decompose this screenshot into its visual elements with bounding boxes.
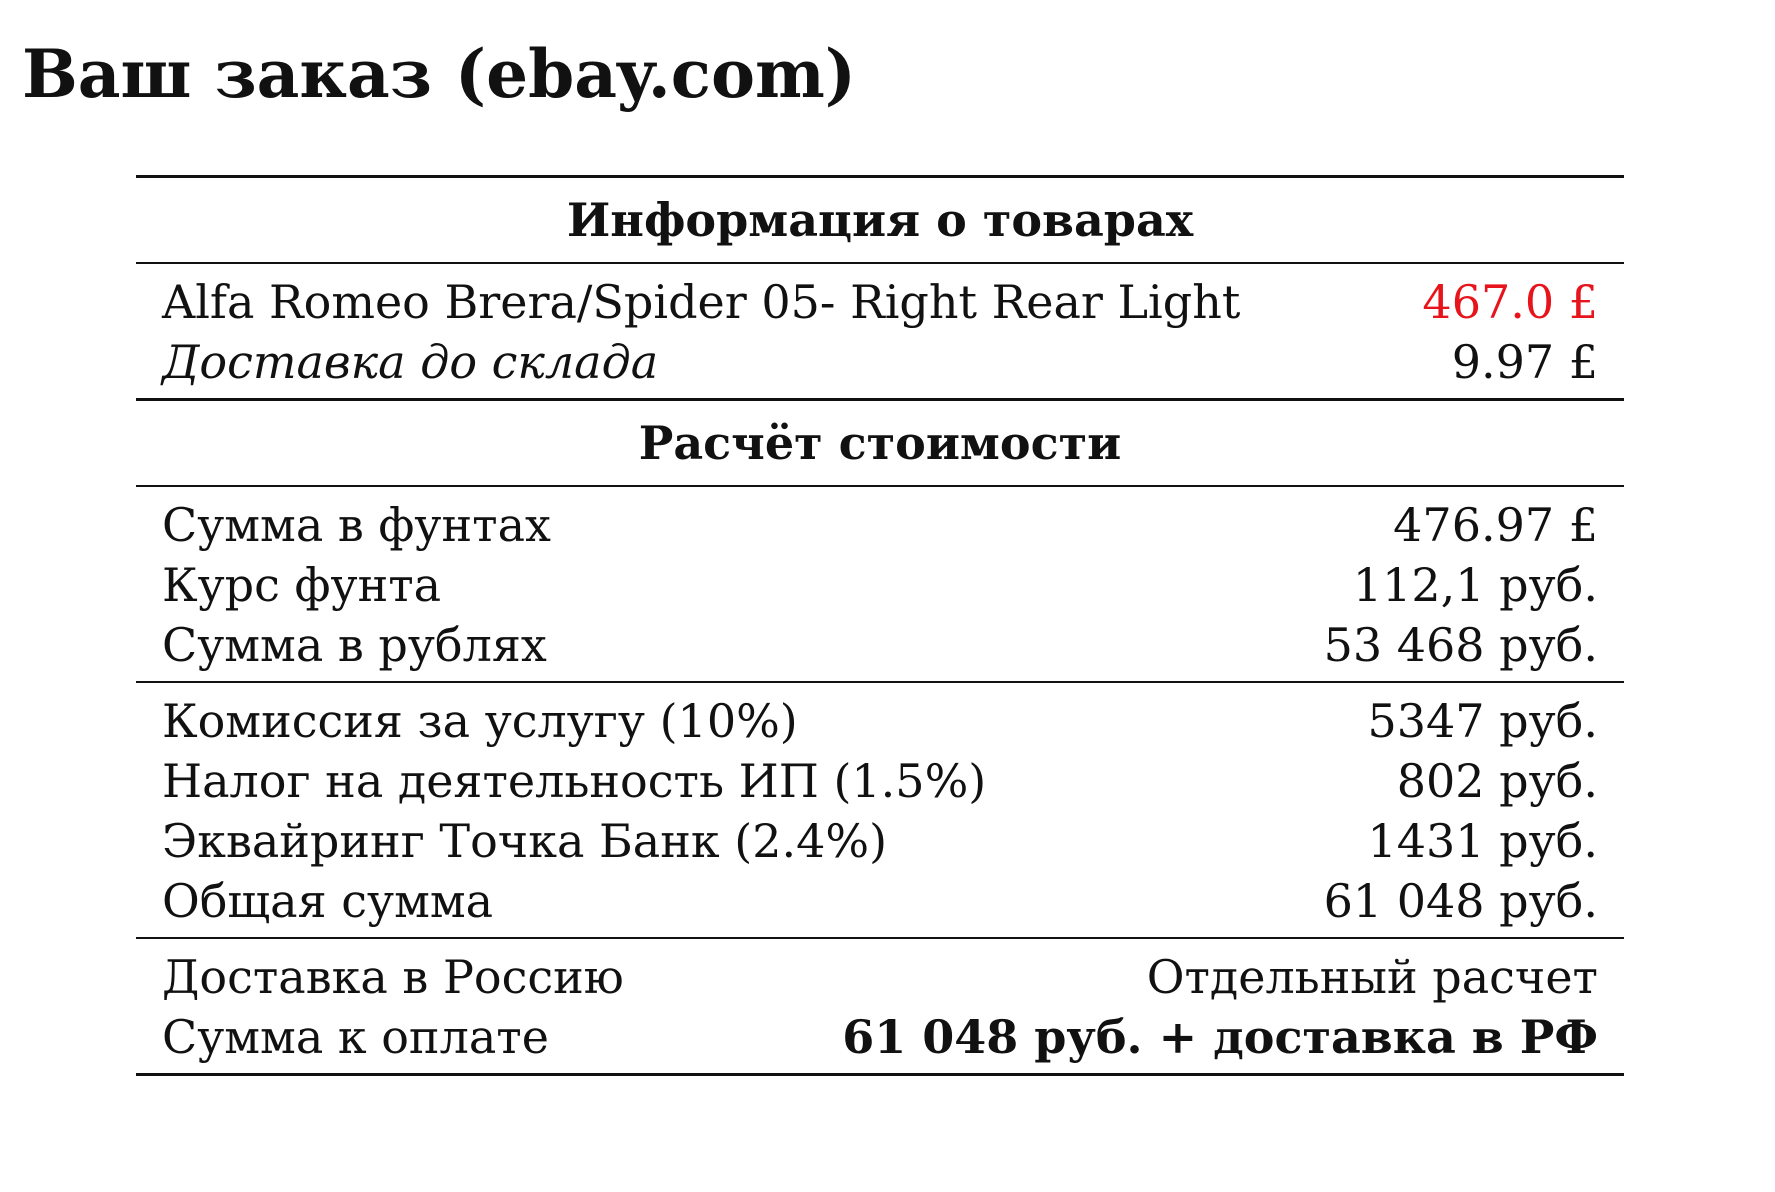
section-divider <box>136 398 1624 401</box>
product-item-label: Alfa Romeo Brera/Spider 05- Right Rear L… <box>162 275 1241 329</box>
acquiring-value: 1431 руб. <box>1367 814 1598 868</box>
amount-due-label: Сумма к оплате <box>162 1010 549 1064</box>
delivery-russia-label: Доставка в Россию <box>162 950 624 1004</box>
acquiring-label: Эквайринг Точка Банк (2.4%) <box>162 814 888 868</box>
calculation-section-heading: Расчёт стоимости <box>638 416 1122 470</box>
total-label: Общая сумма <box>162 874 494 928</box>
ip-tax-value: 802 руб. <box>1396 754 1598 808</box>
sum-gbp-label: Сумма в фунтах <box>162 498 551 552</box>
gbp-rate-row: Курс фунта 112,1 руб. <box>162 555 1598 615</box>
service-fee-label: Комиссия за услугу (10%) <box>162 694 798 748</box>
fees-rows: Комиссия за услугу (10%) 5347 руб. Налог… <box>136 683 1624 937</box>
section-divider <box>136 937 1624 939</box>
total-row: Общая сумма 61 048 руб. <box>162 871 1598 931</box>
sum-gbp-value: 476.97 £ <box>1393 498 1598 552</box>
gbp-rate-value: 112,1 руб. <box>1352 558 1598 612</box>
products-rows: Alfa Romeo Brera/Spider 05- Right Rear L… <box>136 264 1624 398</box>
section-divider <box>136 262 1624 264</box>
gbp-rate-label: Курс фунта <box>162 558 442 612</box>
delivery-russia-row: Доставка в Россию Отдельный расчет <box>162 947 1598 1007</box>
total-value: 61 048 руб. <box>1323 874 1598 928</box>
calculation-rows: Сумма в фунтах 476.97 £ Курс фунта 112,1… <box>136 487 1624 681</box>
amount-due-value: 61 048 руб. + доставка в РФ <box>842 1010 1598 1064</box>
service-fee-value: 5347 руб. <box>1367 694 1598 748</box>
sum-rub-label: Сумма в рублях <box>162 618 547 672</box>
table-bottom-rule <box>136 1073 1624 1076</box>
product-item-row: Alfa Romeo Brera/Spider 05- Right Rear L… <box>162 272 1598 332</box>
sum-gbp-row: Сумма в фунтах 476.97 £ <box>162 495 1598 555</box>
warehouse-shipping-label: Доставка до склада <box>162 335 659 389</box>
warehouse-shipping-row: Доставка до склада 9.97 £ <box>162 332 1598 392</box>
ip-tax-label: Налог на деятельность ИП (1.5%) <box>162 754 987 808</box>
section-divider <box>136 681 1624 683</box>
products-section-heading: Информация о товарах <box>566 193 1194 247</box>
payment-rows: Доставка в Россию Отдельный расчет Сумма… <box>136 939 1624 1073</box>
section-divider <box>136 485 1624 487</box>
service-fee-row: Комиссия за услугу (10%) 5347 руб. <box>162 691 1598 751</box>
table-top-rule <box>136 175 1624 178</box>
acquiring-row: Эквайринг Точка Банк (2.4%) 1431 руб. <box>162 811 1598 871</box>
delivery-russia-value: Отдельный расчет <box>1146 950 1598 1004</box>
ip-tax-row: Налог на деятельность ИП (1.5%) 802 руб. <box>162 751 1598 811</box>
sum-rub-row: Сумма в рублях 53 468 руб. <box>162 615 1598 675</box>
product-item-price: 467.0 £ <box>1422 275 1598 329</box>
order-summary-table: Информация о товарах Alfa Romeo Brera/Sp… <box>136 175 1624 1076</box>
amount-due-row: Сумма к оплате 61 048 руб. + доставка в … <box>162 1007 1598 1067</box>
warehouse-shipping-value: 9.97 £ <box>1451 335 1598 389</box>
page-title: Ваш заказ (ebay.com) <box>22 35 857 113</box>
sum-rub-value: 53 468 руб. <box>1323 618 1598 672</box>
